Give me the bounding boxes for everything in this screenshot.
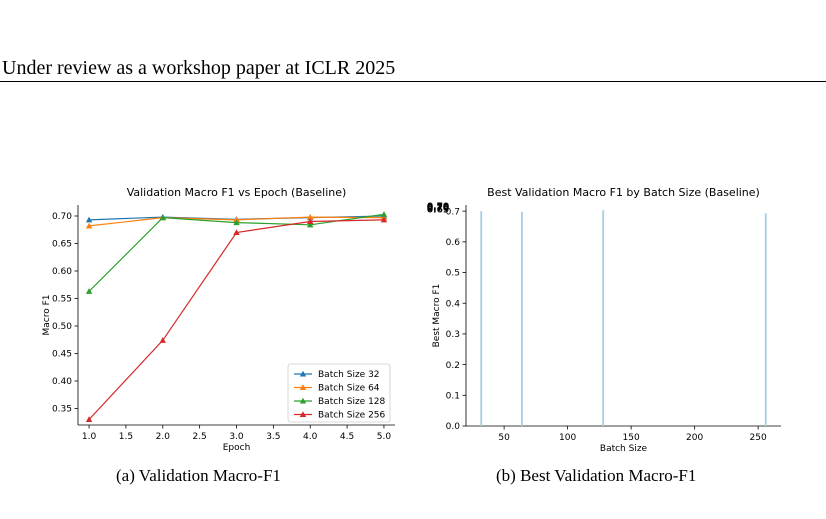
series-point (159, 214, 166, 221)
chart-a-y-tick-label: 0.55 (52, 295, 72, 305)
bar-data-label: 0.70 (427, 204, 449, 214)
chart-b-x-axis-label: Batch Size (600, 444, 648, 454)
legend-marker (299, 384, 307, 391)
chart-b-y-tick-label: 0.5 (446, 269, 460, 279)
chart-b-x-tick-label: 250 (750, 433, 767, 443)
series-point (233, 229, 240, 236)
chart-a-x-tick-label: 3.5 (266, 432, 280, 442)
chart-a-y-tick-label: 0.45 (52, 350, 72, 360)
series-point (380, 211, 388, 217)
chart-a-x-tick-label: 3.0 (229, 432, 244, 442)
chart-b-x-tick-label: 100 (559, 433, 576, 443)
legend-marker (299, 370, 307, 377)
legend-marker (299, 397, 307, 404)
legend-marker (299, 411, 307, 418)
chart-a-legend (287, 363, 391, 423)
chart-a-x-tick-label: 5.0 (377, 432, 392, 442)
series-point (85, 216, 93, 223)
chart-b-y-tick-label: 0.0 (446, 422, 461, 432)
chart-a-title: Validation Macro F1 vs Epoch (Baseline) (127, 186, 347, 199)
chart-b-x-tick-label: 150 (623, 433, 640, 443)
bar (602, 210, 605, 426)
chart-b-y-tick-label: 0.4 (446, 299, 461, 309)
chart-b-y-tick-label: 0.3 (446, 330, 460, 340)
chart-a-y-axis-label: Macro F1 (42, 294, 52, 335)
chart-b-y-axis-label: Best Macro F1 (432, 284, 442, 348)
series-point (307, 221, 314, 228)
chart-a-y-tick-label: 0.35 (52, 405, 72, 415)
legend-label: Batch Size 32 (318, 370, 380, 380)
chart-a-x-tick-label: 4.5 (340, 432, 354, 442)
series-point (85, 416, 93, 423)
header-rule (0, 81, 826, 82)
chart-a-x-tick-label: 1.5 (119, 432, 133, 442)
series-point (380, 216, 388, 223)
chart-a-y-tick-label: 0.60 (52, 267, 72, 277)
series-point (307, 218, 314, 225)
chart-a-x-tick-label: 2.5 (192, 432, 206, 442)
chart-a-y-tick-label: 0.65 (52, 240, 72, 250)
legend-label: Batch Size 256 (318, 411, 386, 421)
bar-data-label: 0.69 (427, 205, 449, 215)
batch-size-bar-chart: Best Validation Macro F1 by Batch Size (… (427, 186, 781, 454)
chart-b-y-tick-label: 0.1 (446, 392, 460, 402)
running-header: Under review as a workshop paper at ICLR… (2, 57, 396, 79)
chart-a-y-tick-label: 0.50 (52, 322, 72, 332)
bar (480, 211, 483, 426)
chart-a-x-tick-label: 2.0 (156, 432, 171, 442)
chart-a-y-tick-label: 0.40 (52, 377, 72, 387)
caption-a: (a) Validation Macro-F1 (116, 466, 281, 485)
series-point (233, 219, 240, 226)
caption-b: (b) Best Validation Macro-F1 (496, 466, 697, 485)
chart-a-x-tick-label: 4.0 (303, 432, 318, 442)
chart-a-x-tick-label: 1.0 (82, 432, 97, 442)
bar (764, 213, 767, 426)
series-point (85, 222, 93, 229)
bar-data-label: 0.70 (427, 202, 449, 212)
chart-b-title: Best Validation Macro F1 by Batch Size (… (487, 186, 760, 199)
legend-label: Batch Size 64 (318, 384, 380, 394)
epoch-line-chart: Validation Macro F1 vs Epoch (Baseline) 1… (42, 186, 395, 453)
chart-b-y-tick-label: 0.6 (446, 238, 461, 248)
series-point (307, 213, 314, 220)
legend-label: Batch Size 128 (318, 397, 386, 407)
chart-b-x-tick-label: 50 (498, 433, 510, 443)
chart-a-y-tick-label: 0.70 (52, 212, 72, 222)
series-point (85, 288, 93, 294)
bar-data-label: 0.70 (427, 203, 449, 213)
chart-a-x-axis-label: Epoch (223, 443, 251, 453)
chart-b-x-tick-label: 200 (686, 433, 703, 443)
chart-b-y-tick-label: 0.7 (446, 207, 460, 217)
chart-b-y-tick-label: 0.2 (446, 361, 460, 371)
bar (520, 211, 523, 426)
series-point (159, 337, 166, 343)
series-line-2 (88, 213, 385, 292)
